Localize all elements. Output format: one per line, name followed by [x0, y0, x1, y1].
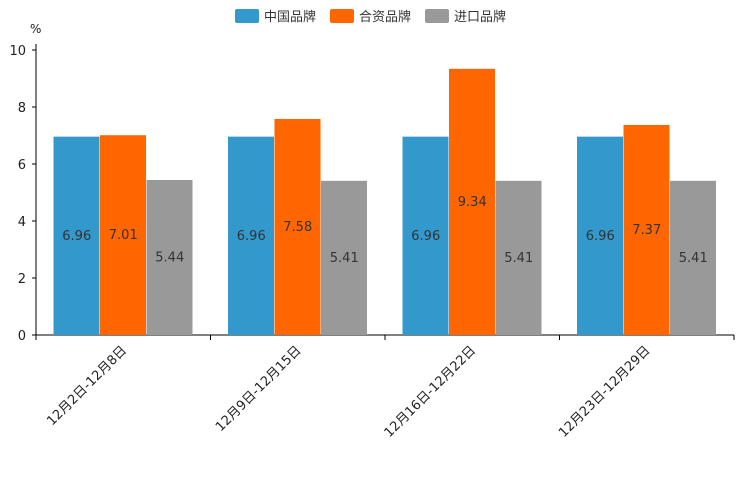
category-label-4: 12月23日-12月29日 [556, 343, 653, 440]
data-label-2-2: 7.58 [283, 220, 312, 235]
bar-1-2 [228, 136, 274, 335]
y-tick-label: 8 [18, 101, 26, 116]
category-label-2: 12月9日-12月15日 [213, 343, 305, 435]
data-label-1-4: 6.96 [586, 229, 615, 244]
data-label-2-3: 9.34 [458, 195, 487, 210]
y-tick-label: 0 [18, 329, 26, 344]
bars [53, 68, 716, 335]
y-axis-unit-label: % [30, 22, 41, 36]
legend-label-2: 合资品牌 [359, 9, 411, 25]
legend-label-3: 进口品牌 [454, 9, 506, 25]
category-labels: 12月2日-12月8日 12月9日-12月15日 12月16日-12月22日 12月2… [44, 343, 653, 440]
legend-swatch-3 [425, 9, 449, 23]
bar-3-4 [670, 180, 716, 335]
legend: 中国品牌 合资品牌 进口品牌 [235, 9, 506, 25]
legend-swatch-2 [330, 9, 354, 23]
bar-2-3 [449, 68, 495, 335]
data-label-3-1: 5.44 [155, 250, 184, 265]
bar-3-2 [321, 180, 367, 335]
data-labels: 6.96 7.01 5.44 6.96 7.58 5.41 6.96 9.34 5.41 6.96… [62, 195, 707, 266]
bar-1-3 [402, 136, 449, 335]
y-tick-label: 6 [18, 158, 26, 173]
bar-2-2 [274, 118, 321, 335]
bar-3-3 [495, 180, 542, 335]
bar-2-4 [623, 124, 670, 335]
bar-3-1 [146, 179, 193, 335]
bar-2-1 [100, 135, 146, 335]
y-tick-label: 10 [9, 44, 26, 59]
data-label-3-4: 5.41 [679, 251, 708, 266]
bar-1-4 [577, 136, 623, 335]
legend-label-1: 中国品牌 [264, 9, 316, 25]
data-label-2-1: 7.01 [109, 228, 138, 243]
data-label-3-2: 5.41 [330, 251, 359, 266]
data-label-2-4: 7.37 [632, 223, 661, 238]
data-label-1-2: 6.96 [237, 229, 266, 244]
data-label-1-3: 6.96 [411, 229, 440, 244]
bar-1-1 [53, 136, 100, 335]
y-tick-label: 2 [18, 272, 26, 287]
y-tick-label: 4 [18, 215, 26, 230]
legend-swatch-1 [235, 9, 259, 23]
category-label-1: 12月2日-12月8日 [44, 343, 130, 429]
data-label-1-1: 6.96 [62, 229, 91, 244]
data-label-3-3: 5.41 [504, 251, 533, 266]
category-label-3: 12月16日-12月22日 [382, 343, 479, 440]
